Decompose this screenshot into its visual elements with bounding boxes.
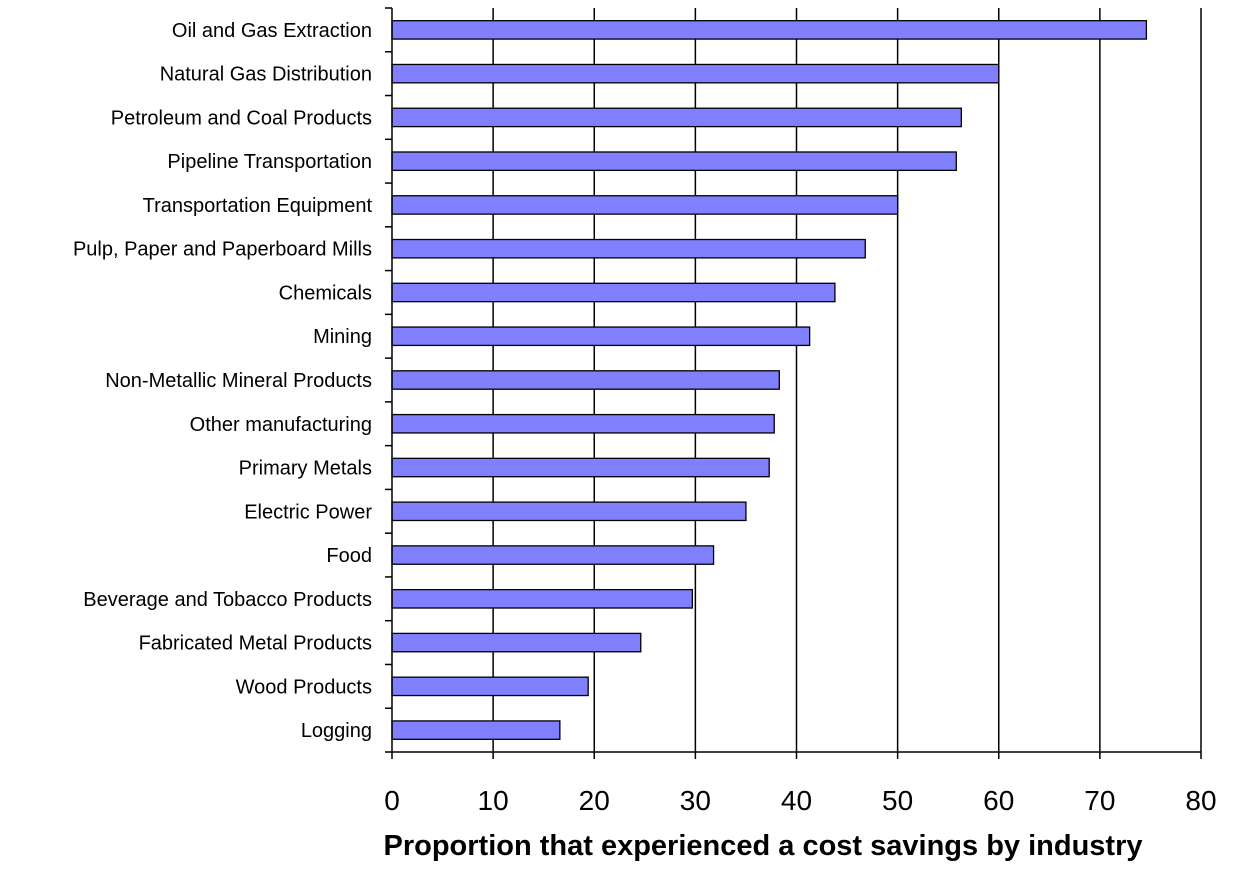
category-label: Non-Metallic Mineral Products <box>105 370 372 392</box>
bar <box>391 370 780 390</box>
bar <box>391 545 715 565</box>
bar <box>391 151 957 172</box>
x-tick-label: 50 <box>882 785 913 816</box>
category-label: Food <box>326 545 372 567</box>
category-label: Logging <box>301 720 372 742</box>
bar <box>391 238 866 259</box>
bar <box>391 632 642 653</box>
x-tick-labels: 0 10 20 30 40 50 60 70 80 <box>384 785 1216 816</box>
x-tick-label: 40 <box>781 785 812 816</box>
bar <box>391 20 1148 40</box>
category-label: Wood Products <box>236 676 372 698</box>
bar <box>391 195 899 215</box>
category-label: Beverage and Tobacco Products <box>83 589 372 611</box>
category-label: Pipeline Transportation <box>167 151 372 173</box>
bar <box>391 326 811 347</box>
bar <box>391 413 775 434</box>
axes <box>385 7 1202 759</box>
category-label: Chemicals <box>279 282 372 304</box>
category-label: Petroleum and Coal Products <box>111 107 372 129</box>
bars <box>391 20 1148 740</box>
bar <box>391 588 693 609</box>
x-tick-label: 20 <box>579 785 610 816</box>
category-label: Pulp, Paper and Paperboard Mills <box>73 239 372 261</box>
x-tick-label: 30 <box>680 785 711 816</box>
bar <box>391 676 589 697</box>
category-label: Primary Metals <box>239 458 372 480</box>
bar <box>391 457 770 478</box>
bar <box>391 501 747 522</box>
category-label: Electric Power <box>244 501 372 523</box>
x-tick-label: 70 <box>1084 785 1115 816</box>
x-axis-title: Proportion that experienced a cost savin… <box>383 830 1142 862</box>
category-label: Natural Gas Distribution <box>160 64 372 86</box>
category-label: Other manufacturing <box>190 414 372 436</box>
bar <box>391 720 561 740</box>
category-label: Oil and Gas Extraction <box>172 20 372 42</box>
bar <box>391 107 962 128</box>
category-label: Fabricated Metal Products <box>139 633 372 655</box>
bar <box>391 63 1000 84</box>
x-tick-label: 0 <box>384 785 400 816</box>
x-tick-label: 10 <box>478 785 509 816</box>
bar <box>391 282 836 303</box>
x-tick-label: 60 <box>983 785 1014 816</box>
category-label: Mining <box>313 326 372 348</box>
x-tick-label: 80 <box>1185 785 1216 816</box>
category-labels: Oil and Gas Extraction Natural Gas Distri… <box>73 20 373 742</box>
category-label: Transportation Equipment <box>143 195 373 217</box>
